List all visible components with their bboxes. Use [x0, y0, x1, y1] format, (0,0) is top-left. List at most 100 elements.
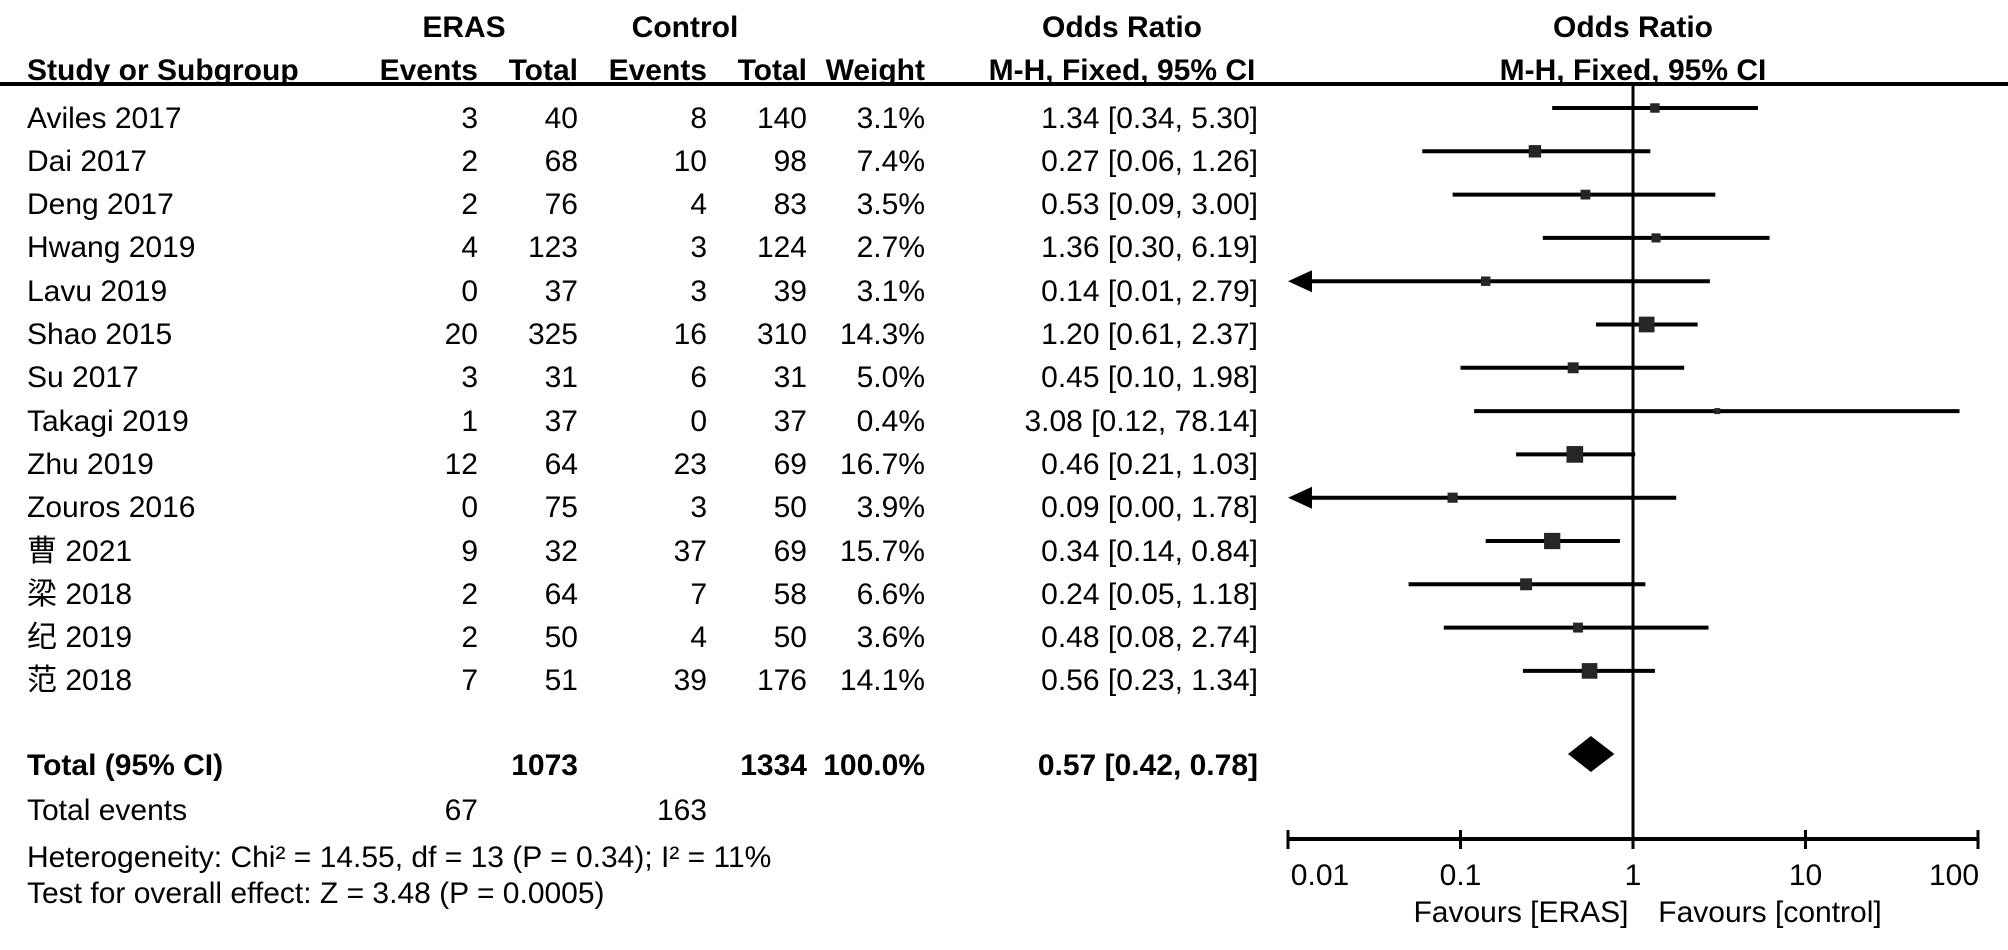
study-name: Aviles 2017	[27, 101, 182, 135]
eras-events-cell: 2	[461, 577, 478, 611]
or-marker	[1638, 316, 1655, 333]
or-marker	[1567, 362, 1579, 374]
control-total-cell: 69	[773, 534, 807, 568]
total-control-n: 1334	[740, 749, 807, 782]
eras-events-cell: 2	[461, 188, 478, 222]
study-name: Deng 2017	[27, 188, 174, 222]
study-name: Takagi 2019	[27, 404, 189, 438]
eras-events-cell: 4	[461, 231, 478, 265]
control-total-cell: 31	[773, 361, 807, 395]
favours-right-label: Favours [control]	[1658, 896, 1881, 929]
eras-events-cell: 2	[461, 621, 478, 655]
total-or-ci: 0.57 [0.42, 0.78]	[1037, 749, 1258, 782]
or-ci-cell: 0.24 [0.05, 1.18]	[1041, 577, 1258, 611]
control-events-cell: 4	[690, 621, 707, 655]
control-total-cell: 37	[773, 404, 807, 438]
total-row-label: Total (95% CI)	[27, 749, 224, 782]
control-events-cell: 23	[673, 447, 707, 481]
eras-events-cell: 7	[461, 664, 478, 698]
control-events-cell: 7	[690, 577, 707, 611]
or-marker	[1480, 276, 1491, 286]
control-total-cell: 58	[773, 577, 807, 611]
eras-total-cell: 64	[544, 447, 578, 481]
header-or-plot-title: Odds Ratio	[1552, 11, 1714, 44]
eras-events-cell: 3	[461, 361, 478, 395]
control-total-cell: 50	[773, 491, 807, 525]
control-events-cell: 3	[690, 491, 707, 525]
or-marker	[1714, 408, 1721, 415]
control-total-cell: 39	[773, 274, 807, 308]
eras-total-cell: 64	[544, 577, 578, 611]
or-ci-cell: 1.36 [0.30, 6.19]	[1041, 231, 1258, 265]
or-ci-cell: 0.27 [0.06, 1.26]	[1041, 144, 1258, 178]
or-marker	[1566, 446, 1584, 463]
column-header-control-events: Events	[608, 54, 707, 87]
total-diamond	[1568, 736, 1615, 772]
header-group-eras: ERAS	[422, 11, 506, 44]
or-marker	[1580, 189, 1591, 200]
or-ci-cell: 0.56 [0.23, 1.34]	[1041, 664, 1258, 698]
control-events-cell: 10	[673, 144, 707, 178]
eras-total-cell: 75	[544, 491, 578, 525]
eras-total-cell: 40	[544, 101, 578, 135]
or-marker	[1650, 103, 1660, 113]
or-ci-cell: 0.46 [0.21, 1.03]	[1041, 447, 1258, 481]
eras-events-cell: 20	[444, 318, 478, 351]
x-axis-tick-label: 0.01	[1291, 859, 1349, 892]
column-header-weight: Weight	[825, 54, 925, 87]
study-name: Lavu 2019	[27, 274, 168, 308]
control-events-cell: 6	[690, 361, 707, 395]
eras-total-cell: 31	[544, 361, 578, 395]
column-header-or-ci-plot: M-H, Fixed, 95% CI	[1499, 54, 1767, 87]
eras-events-cell: 2	[461, 144, 478, 178]
eras-events-cell: 0	[461, 491, 478, 525]
eras-events-cell: 3	[461, 101, 478, 135]
eras-events-cell: 12	[444, 447, 478, 481]
weight-cell: 14.3%	[839, 318, 925, 351]
eras-total-cell: 123	[527, 231, 578, 265]
column-header-eras-events: Events	[379, 54, 478, 87]
header-divider	[0, 82, 2008, 86]
column-header-study: Study or Subgroup	[27, 54, 299, 87]
total-eras-n: 1073	[511, 749, 578, 782]
column-header-eras-total: Total	[508, 54, 578, 87]
study-name: 曹 2021	[27, 534, 133, 568]
weight-cell: 3.1%	[856, 274, 925, 308]
header-group-control: Control	[631, 11, 739, 44]
weight-cell: 14.1%	[839, 664, 925, 698]
control-events-cell: 0	[690, 404, 707, 438]
study-name: 纪 2019	[27, 621, 133, 655]
control-total-cell: 124	[756, 231, 807, 265]
heterogeneity-stat: Heterogeneity: Chi² = 14.55, df = 13 (P …	[27, 841, 772, 874]
eras-events-cell: 9	[461, 534, 478, 568]
eras-total-cell: 37	[544, 404, 578, 438]
weight-cell: 7.4%	[856, 144, 925, 178]
eras-total-cell: 32	[544, 534, 578, 568]
control-total-cell: 140	[756, 101, 807, 135]
or-ci-cell: 1.34 [0.34, 5.30]	[1041, 101, 1258, 135]
header-or-text-title: Odds Ratio	[1041, 11, 1203, 44]
control-total-cell: 83	[773, 188, 807, 222]
control-events-cell: 8	[690, 101, 707, 135]
eras-total-cell: 50	[544, 621, 578, 655]
overall-effect-stat: Test for overall effect: Z = 3.48 (P = 0…	[27, 877, 605, 910]
control-events-cell: 39	[673, 664, 707, 698]
eras-total-cell: 68	[544, 144, 578, 178]
x-axis-tick-label: 0.1	[1440, 859, 1482, 892]
control-total-cell: 69	[773, 447, 807, 481]
weight-cell: 3.6%	[856, 621, 925, 655]
eras-total-cell: 51	[544, 664, 578, 698]
control-total-cell: 50	[773, 621, 807, 655]
control-events-cell: 37	[673, 534, 707, 568]
eras-total-cell: 76	[544, 188, 578, 222]
study-name: Dai 2017	[27, 144, 148, 178]
total-weight: 100.0%	[823, 749, 925, 782]
total-events-label: Total events	[27, 794, 188, 827]
or-marker	[1447, 492, 1458, 503]
or-marker	[1581, 663, 1598, 679]
weight-cell: 3.9%	[856, 491, 925, 525]
control-events-cell: 3	[690, 274, 707, 308]
weight-cell: 2.7%	[856, 231, 925, 265]
control-events-cell: 4	[690, 188, 707, 222]
